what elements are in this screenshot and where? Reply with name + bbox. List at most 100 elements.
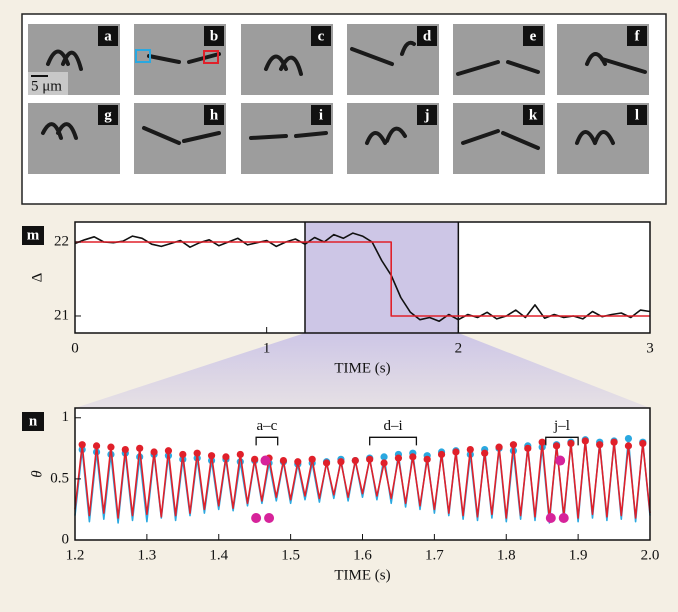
y-tick-label: 0 <box>62 531 70 547</box>
filament <box>142 126 221 145</box>
micrograph: k <box>453 103 545 174</box>
peak-marker <box>380 459 388 467</box>
peak-marker <box>366 455 374 463</box>
x-tick-label: 1.2 <box>66 547 85 563</box>
marker-box <box>203 50 219 64</box>
peak-marker <box>409 453 417 461</box>
panel-label: b <box>210 28 218 44</box>
peak-marker <box>251 455 259 463</box>
panel-label: k <box>529 107 538 123</box>
panel-label: c <box>318 28 325 44</box>
panel-label: m <box>27 227 40 243</box>
peak-marker <box>524 444 532 452</box>
micrograph: f <box>557 24 649 95</box>
peak-marker <box>639 439 647 448</box>
peak-marker <box>437 450 446 459</box>
x-tick-label: 3 <box>646 340 654 356</box>
data-line <box>75 241 650 317</box>
peak-marker <box>581 437 589 445</box>
panel-label-box <box>417 26 437 46</box>
panel-label-box <box>627 105 647 125</box>
peak-marker <box>294 458 302 466</box>
x-axis-label: TIME (s) <box>334 360 390 376</box>
x-tick-label: 1 <box>263 340 271 356</box>
x-tick-label: 2.0 <box>641 547 660 563</box>
peak-marker <box>236 450 244 459</box>
panel-label: g <box>104 107 112 123</box>
y-axis-label: θ <box>29 470 45 478</box>
y-tick-label: 22 <box>54 233 69 249</box>
annotation: d–i <box>383 418 402 434</box>
x-tick-label: 1.8 <box>497 547 516 563</box>
peak-marker <box>92 442 101 450</box>
x-tick-label: 1.5 <box>281 547 300 563</box>
micrograph: j <box>347 103 439 174</box>
micrograph: d <box>347 24 439 95</box>
panel-label-box <box>523 105 543 125</box>
micrograph: i <box>241 103 333 174</box>
panel-label-box <box>523 26 543 46</box>
y-axis-label: Δ <box>29 272 45 282</box>
plot-frame <box>74 221 651 334</box>
filament <box>41 122 78 140</box>
peak-marker <box>552 442 561 450</box>
y-tick-label: 21 <box>54 307 69 323</box>
peak-marker <box>481 449 489 457</box>
data-line <box>74 440 651 520</box>
micrograph: l <box>557 103 649 174</box>
peak-marker <box>624 442 633 450</box>
peak-marker <box>193 449 201 457</box>
peak-marker <box>337 458 345 466</box>
panel-label: e <box>530 28 537 44</box>
filament <box>350 40 416 66</box>
highlight-point <box>260 455 271 466</box>
peak-marker <box>509 441 518 449</box>
micrograph: g <box>28 103 120 174</box>
bracket <box>255 436 279 446</box>
peak-marker <box>423 455 431 463</box>
peak-marker <box>452 448 460 456</box>
bracket <box>545 436 579 446</box>
filament <box>264 54 303 76</box>
scale-bar-bg <box>28 72 68 95</box>
peak-marker <box>308 455 316 463</box>
filament <box>249 131 328 140</box>
peak-marker <box>150 448 158 456</box>
peak-marker <box>596 441 604 449</box>
peak-marker <box>78 441 86 449</box>
micrograph: h <box>134 103 226 174</box>
peak-marker <box>567 439 575 448</box>
filament <box>456 60 540 76</box>
peak-marker <box>624 434 633 443</box>
filament <box>46 49 83 71</box>
panel-label: j <box>424 107 430 123</box>
x-axis-label: TIME (s) <box>334 567 390 583</box>
filament <box>365 126 407 145</box>
panel-label-box <box>204 26 224 46</box>
marker-box <box>135 49 151 63</box>
peak-marker <box>222 453 230 461</box>
micrograph: b <box>134 24 226 95</box>
scale-bar-label: 5 μm <box>31 78 62 94</box>
panel-label-box <box>98 105 118 125</box>
filament <box>461 129 540 150</box>
highlight-point <box>558 513 569 523</box>
filament <box>585 52 647 74</box>
peak-marker <box>136 444 144 452</box>
peak-marker <box>107 443 115 451</box>
panel-label-box <box>417 105 437 125</box>
panel-label-box <box>22 226 44 245</box>
x-tick-label: 1.6 <box>353 547 372 563</box>
shade-region <box>305 222 459 333</box>
panel-label: a <box>104 28 112 44</box>
panel-label-box <box>627 26 647 46</box>
data-line <box>74 232 651 322</box>
panel-label: f <box>635 28 641 44</box>
peak-marker <box>207 452 216 460</box>
highlight-point <box>555 455 566 466</box>
peak-marker <box>394 454 403 462</box>
zoom-region <box>75 333 650 408</box>
annotation: a–c <box>256 418 277 434</box>
